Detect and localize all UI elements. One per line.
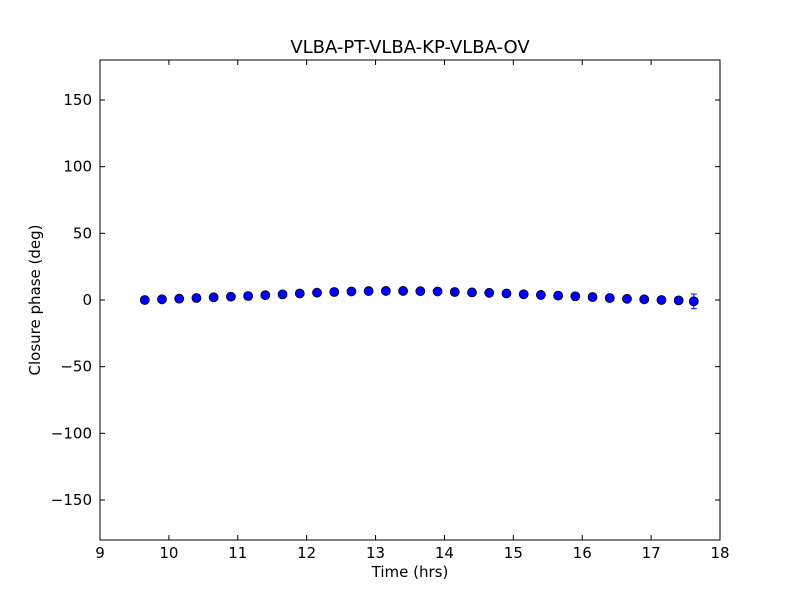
data-point — [398, 286, 409, 296]
data-point — [604, 293, 615, 303]
x-tick-label: 17 — [642, 544, 661, 562]
x-tick-label: 12 — [297, 544, 316, 562]
data-point — [208, 292, 219, 303]
data-point — [225, 291, 236, 302]
y-tick-label: 100 — [63, 158, 92, 176]
axes-background — [100, 60, 720, 540]
data-point — [380, 286, 391, 296]
data-point — [312, 287, 322, 298]
y-tick-label: −50 — [60, 358, 92, 376]
data-point — [535, 290, 546, 300]
data-point — [363, 286, 374, 296]
data-point — [501, 288, 512, 299]
x-tick-label: 14 — [435, 544, 454, 562]
data-point — [243, 291, 254, 301]
data-point — [570, 291, 581, 302]
data-point — [415, 286, 426, 297]
x-tick-label: 16 — [573, 544, 592, 562]
y-tick-label: 50 — [73, 224, 92, 242]
data-point — [277, 289, 288, 300]
data-point — [157, 294, 167, 305]
x-ticks: 9 10 11 12 13 14 15 16 17 18 — [95, 60, 730, 562]
data-point — [139, 295, 150, 305]
y-tick-label: −100 — [51, 424, 92, 442]
data-point — [656, 295, 667, 305]
data-point — [191, 293, 202, 303]
x-tick-label: 18 — [710, 544, 729, 562]
data-point — [294, 288, 305, 299]
data-point — [518, 289, 529, 300]
y-tick-label: 0 — [82, 291, 92, 309]
data-point — [622, 293, 632, 304]
data-point — [673, 295, 684, 306]
plot-area — [100, 60, 720, 540]
y-axis-label: Closure phase (deg) — [26, 225, 44, 376]
data-point — [449, 287, 460, 297]
x-tick-label: 10 — [159, 544, 178, 562]
data-point — [432, 286, 443, 297]
data-point — [346, 286, 357, 297]
x-tick-label: 13 — [366, 544, 385, 562]
data-point — [688, 296, 699, 307]
data-point — [553, 290, 564, 301]
data-point — [467, 287, 477, 298]
data-point — [587, 292, 598, 302]
data-point — [174, 293, 185, 304]
x-axis-label: Time (hrs) — [371, 563, 449, 581]
data-point — [260, 290, 271, 301]
data-points — [139, 286, 699, 310]
data-point — [639, 294, 650, 305]
x-tick-label: 9 — [95, 544, 105, 562]
data-point — [484, 287, 495, 298]
data-point — [329, 287, 340, 297]
y-tick-label: 150 — [63, 91, 92, 109]
y-tick-label: −150 — [51, 491, 92, 509]
y-ticks: −150 −100 −50 0 50 100 150 — [51, 91, 720, 509]
chart-title: VLBA-PT-VLBA-KP-VLBA-OV — [290, 37, 530, 58]
x-tick-label: 15 — [504, 544, 523, 562]
x-tick-label: 11 — [228, 544, 247, 562]
